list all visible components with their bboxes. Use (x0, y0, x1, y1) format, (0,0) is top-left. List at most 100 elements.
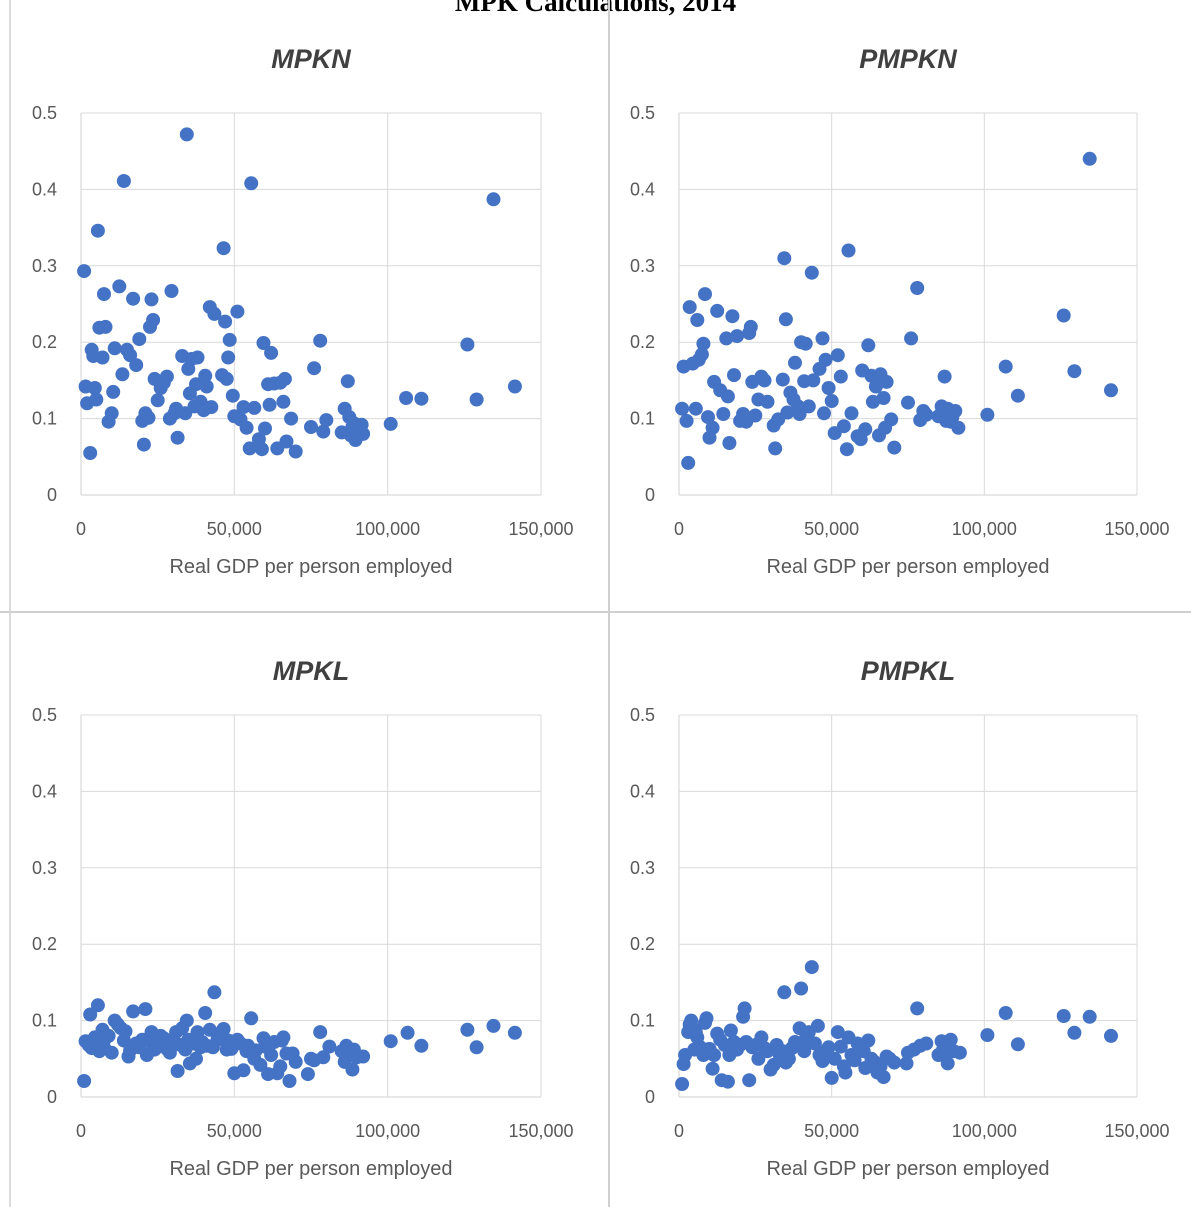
data-point (159, 369, 174, 384)
data-point (807, 1036, 822, 1051)
data-point (276, 394, 291, 409)
data-point (162, 1045, 177, 1060)
data-point (716, 407, 731, 421)
chart-title: MPKN (271, 44, 351, 74)
data-point (810, 1018, 825, 1033)
data-point (688, 401, 703, 416)
y-tick-label: 0.2 (630, 332, 655, 352)
data-point (940, 1056, 955, 1071)
page-title: MPK Calculations, 2014 (454, 0, 737, 17)
data-point (952, 1045, 967, 1060)
data-point (198, 368, 213, 383)
data-point (460, 337, 475, 352)
data-point (141, 410, 156, 425)
data-point (89, 392, 104, 407)
y-tick-label: 0.2 (32, 332, 57, 352)
data-point (838, 1065, 853, 1080)
x-tick-label: 100,000 (355, 1121, 420, 1141)
data-point (943, 1032, 958, 1047)
x-axis-label: Real GDP per person employed (766, 1158, 1049, 1180)
data-point (313, 1025, 328, 1040)
x-tick-label: 0 (674, 1121, 684, 1141)
data-point (910, 281, 925, 295)
data-point (818, 352, 833, 367)
x-tick-label: 100,000 (952, 519, 1017, 539)
data-point (83, 446, 98, 460)
y-tick-label: 0.4 (32, 179, 57, 199)
data-point (730, 329, 744, 344)
data-point (383, 416, 398, 431)
y-tick-label: 0.5 (32, 103, 57, 123)
data-point (817, 406, 831, 421)
data-point (199, 379, 214, 394)
data-point (707, 1048, 722, 1062)
data-point (230, 304, 245, 319)
data-point (804, 265, 819, 280)
data-point (998, 359, 1013, 374)
data-point (719, 331, 734, 346)
data-point (164, 284, 179, 298)
data-point (1067, 364, 1082, 379)
y-tick-label: 0.3 (32, 256, 57, 276)
data-point (221, 350, 236, 365)
data-point (90, 223, 105, 238)
data-point (794, 981, 809, 996)
data-point (868, 379, 883, 394)
chart-title: PMPKN (859, 44, 957, 74)
data-point (1082, 1009, 1097, 1024)
data-point (998, 1006, 1013, 1020)
data-point (104, 406, 119, 421)
data-point (107, 341, 122, 356)
y-tick-label: 0.1 (630, 409, 655, 429)
data-point (919, 1036, 934, 1051)
data-point (115, 367, 130, 382)
data-point (705, 1061, 720, 1076)
data-point (815, 331, 830, 346)
data-point (170, 430, 185, 445)
data-point (777, 251, 792, 266)
data-point (460, 1022, 475, 1037)
chart-panel-mpkl: MPKL 0 0.1 0.2 0.3 0.4 0.5 0 50,000 100,000 150,00… (32, 656, 574, 1180)
chart-panel-mpkn: MPKN 0 0.1 0.2 0.3 0.4 0.5 0 50,000 100,000 150,00… (32, 44, 574, 578)
x-axis-label: Real GDP per person employed (169, 1158, 452, 1180)
data-point (225, 388, 240, 403)
x-tick-label: 0 (76, 1121, 86, 1141)
data-point (486, 1018, 501, 1033)
data-point (777, 985, 792, 1000)
data-point (861, 338, 876, 353)
data-point (486, 192, 501, 207)
data-point (258, 421, 272, 436)
data-point (207, 306, 222, 321)
chart-panel-pmpkl: PMPKL 0 0.1 0.2 0.3 0.4 0.5 0 50,000 100,000 150,0… (630, 656, 1170, 1180)
data-point (204, 400, 219, 415)
x-axis-label: Real GDP per person employed (169, 556, 452, 578)
data-point (919, 407, 934, 422)
data-point (319, 413, 334, 428)
data-point (844, 406, 859, 421)
data-point (1056, 308, 1071, 323)
y-tick-label: 0.3 (630, 858, 655, 878)
data-point (899, 1056, 914, 1071)
data-point (284, 411, 299, 426)
data-point (207, 985, 222, 1000)
data-point (219, 371, 234, 386)
data-point (126, 291, 141, 306)
data-point (698, 287, 712, 302)
data-point (146, 313, 161, 327)
data-point (778, 312, 793, 327)
data-point (222, 332, 237, 347)
data-point (1082, 151, 1097, 166)
data-point (827, 1051, 842, 1066)
x-tick-label: 50,000 (207, 519, 262, 539)
data-point (345, 1062, 360, 1077)
data-point (132, 332, 147, 347)
y-tick-label: 0.1 (32, 409, 57, 429)
data-point (144, 292, 159, 307)
data-point (821, 381, 836, 395)
data-point (179, 1013, 194, 1028)
data-point (884, 412, 899, 427)
x-tick-label: 50,000 (804, 519, 859, 539)
data-point (798, 336, 813, 351)
data-point (288, 444, 303, 459)
data-point (830, 348, 845, 363)
